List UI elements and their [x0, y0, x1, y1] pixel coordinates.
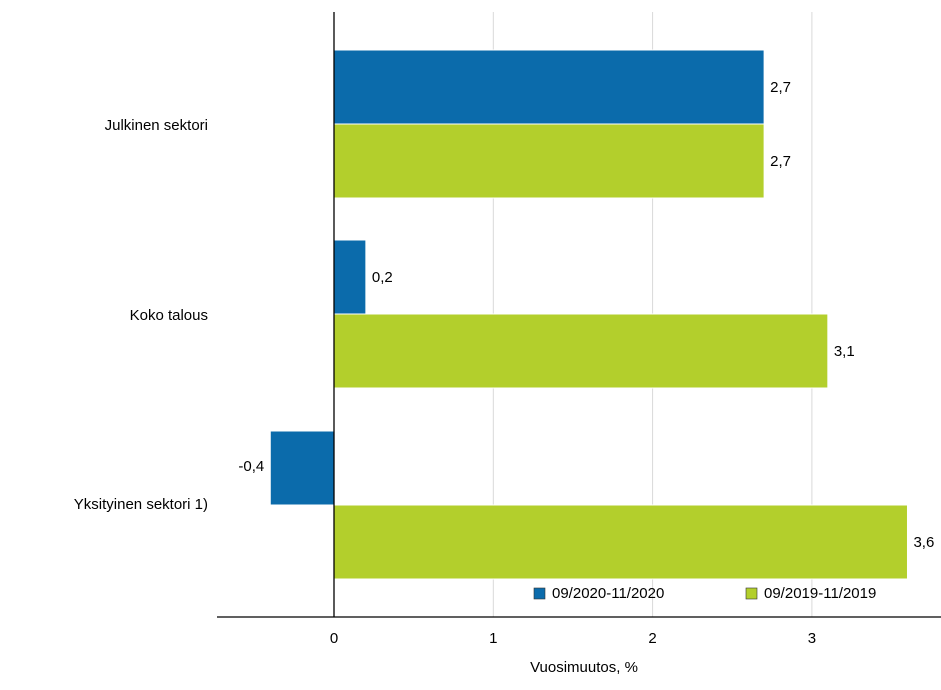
bar [333, 504, 908, 580]
data-label: 0,2 [372, 269, 393, 286]
data-label: 2,7 [770, 153, 791, 170]
x-tick-label: 0 [330, 630, 338, 647]
bar [333, 239, 367, 315]
data-labels: 2,7 0,2 -0,4 2,7 3,1 3,6 [238, 79, 934, 551]
legend-swatch [533, 587, 546, 600]
x-tick-label: 2 [648, 630, 656, 647]
legend-swatch [745, 587, 758, 600]
legend: 09/2020-11/2020 09/2019-11/2019 [533, 585, 876, 602]
x-tick-labels: 0 1 2 3 [330, 630, 816, 647]
x-axis-label: Vuosimuutos, % [530, 659, 638, 676]
category-label: Yksityinen sektori 1) [74, 496, 208, 513]
data-label: 3,6 [913, 534, 934, 551]
bar [269, 430, 335, 506]
axes [217, 12, 941, 618]
legend-label: 09/2020-11/2020 [552, 585, 664, 602]
x-tick-label: 1 [489, 630, 497, 647]
category-label: Julkinen sektori [105, 117, 208, 134]
category-label: Koko talous [130, 307, 208, 324]
bar [333, 313, 829, 389]
bar [333, 123, 765, 199]
x-tick-label: 3 [808, 630, 816, 647]
data-label: -0,4 [238, 458, 264, 475]
bars [269, 49, 908, 580]
legend-label: 09/2019-11/2019 [764, 585, 876, 602]
bar [333, 49, 765, 125]
data-label: 2,7 [770, 79, 791, 96]
data-label: 3,1 [834, 343, 855, 360]
category-labels: Julkinen sektori Koko talous Yksityinen se… [74, 117, 208, 513]
